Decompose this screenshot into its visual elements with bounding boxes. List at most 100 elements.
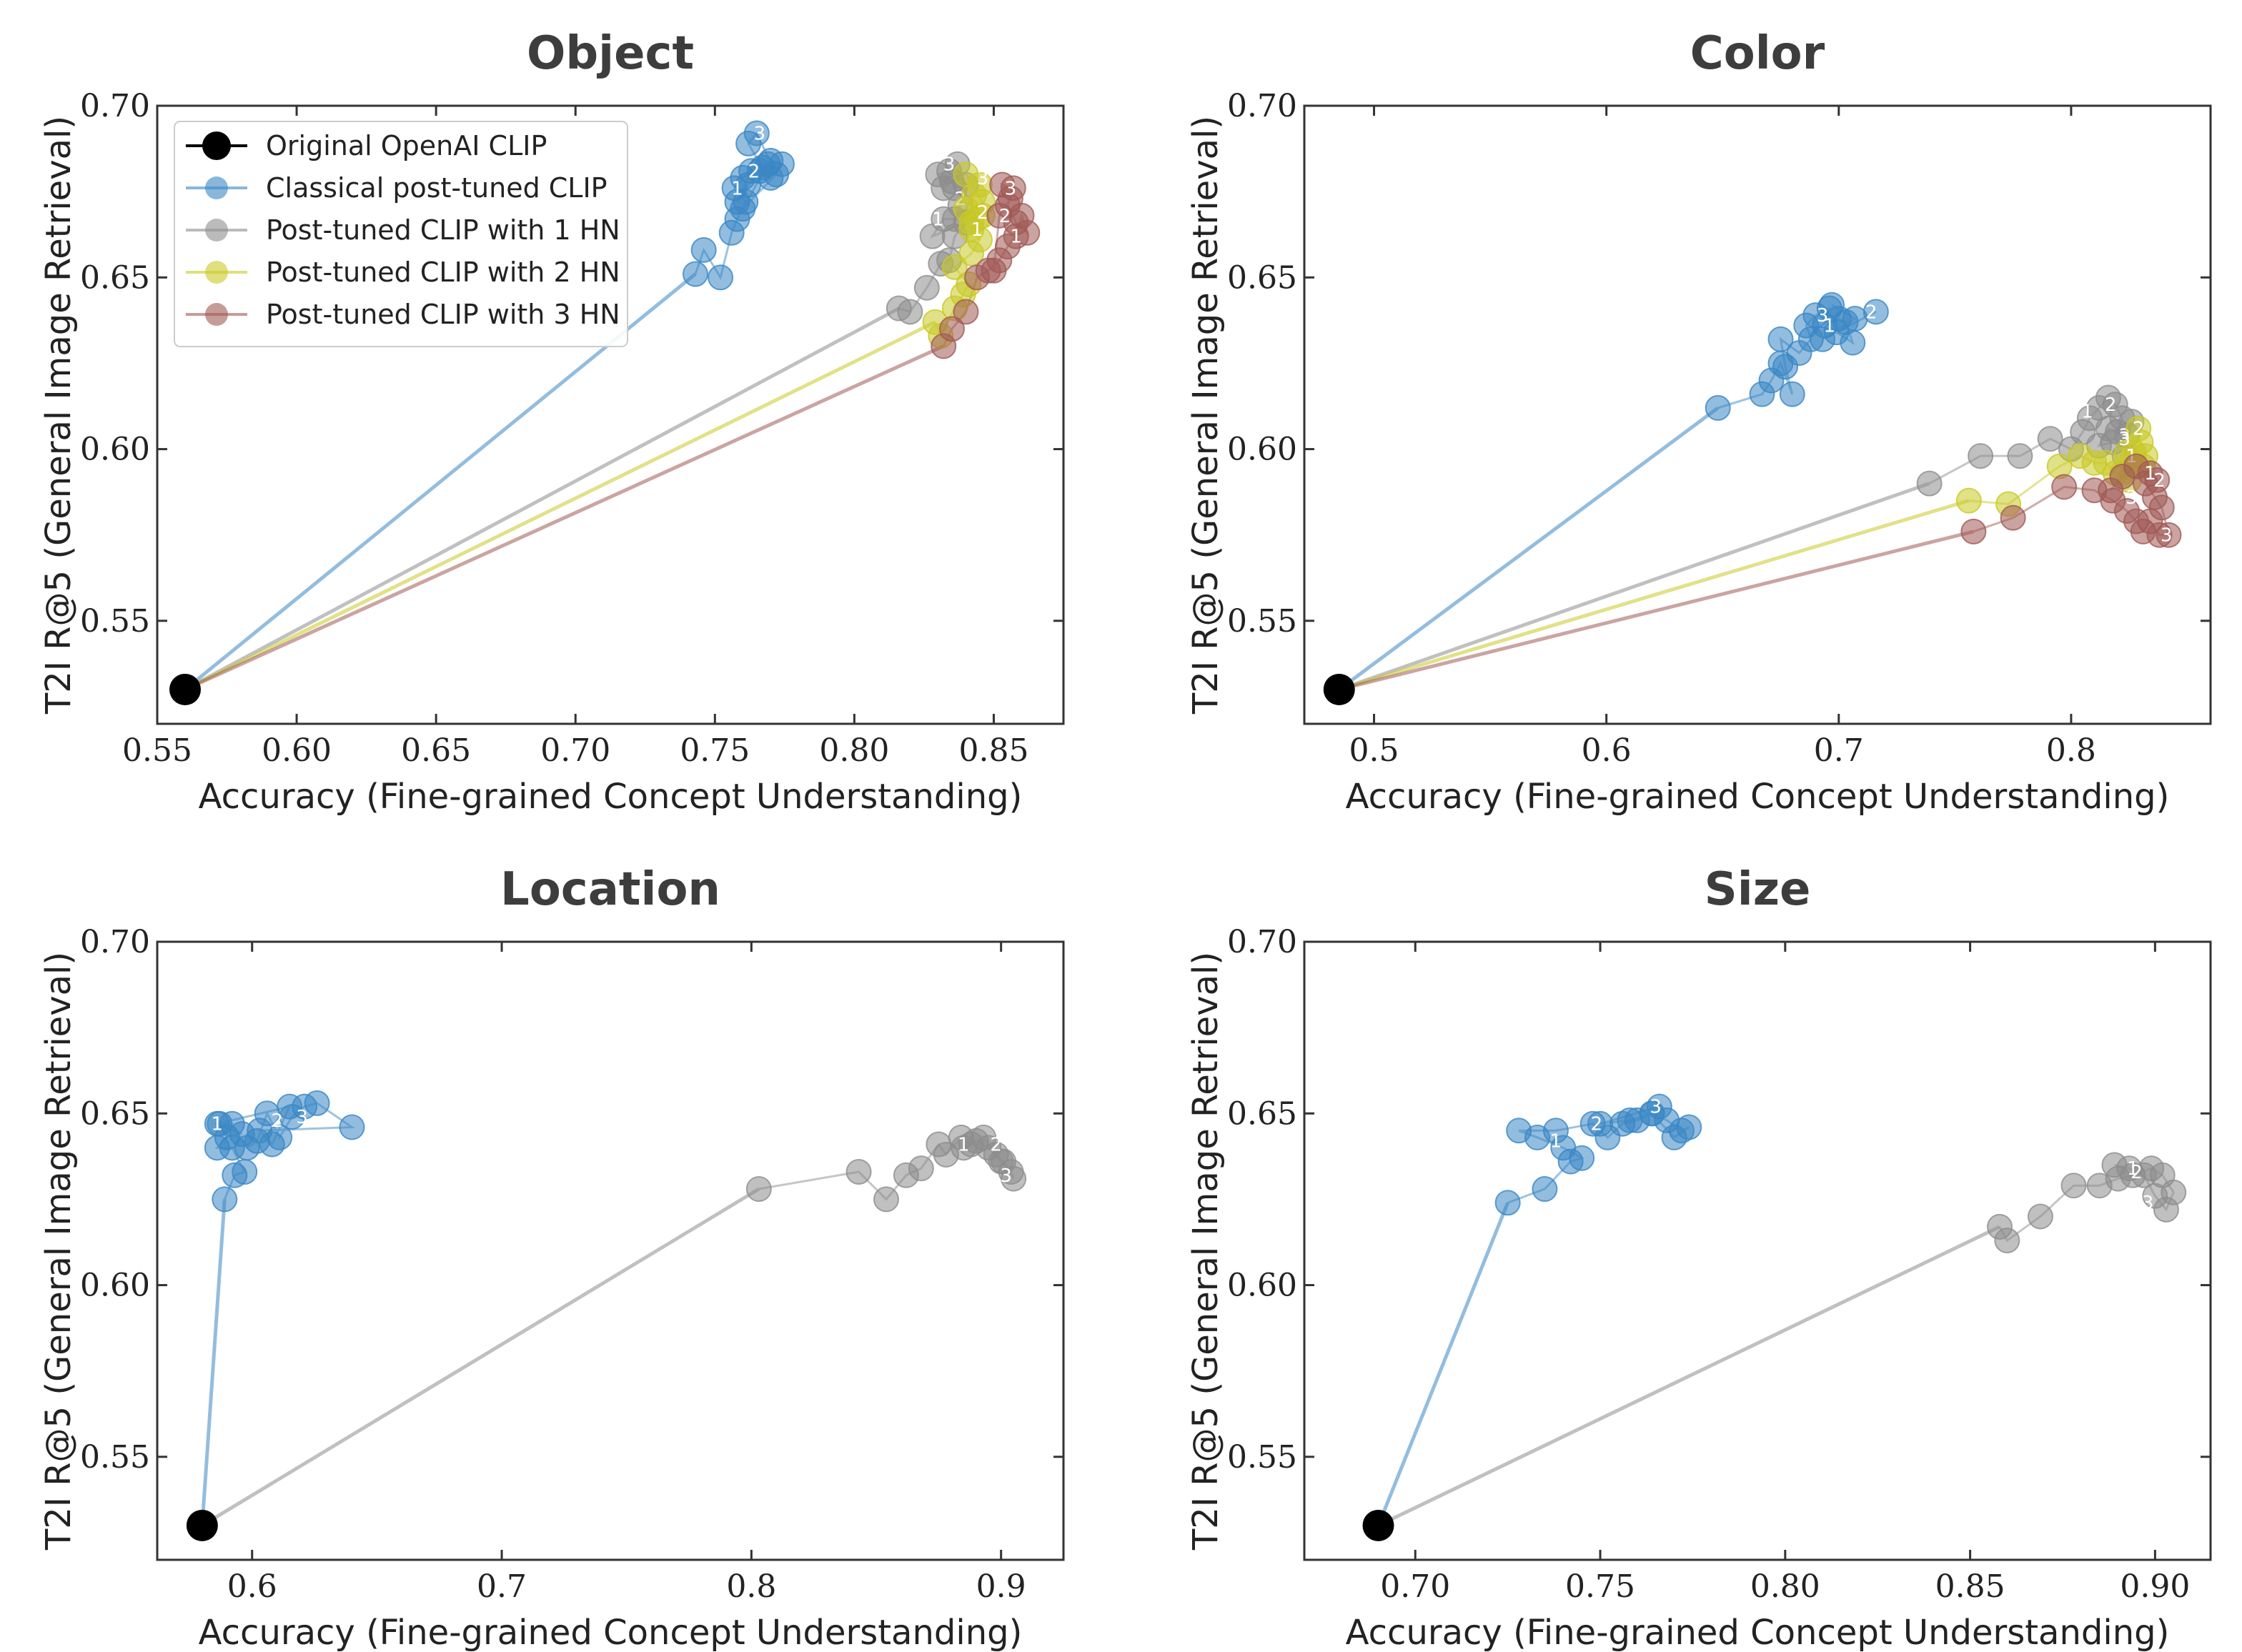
point-label: 1: [932, 209, 944, 231]
data-point: [745, 1176, 772, 1202]
point-label: 2: [1865, 302, 1878, 323]
data-point: [2007, 443, 2033, 469]
data-point: [1968, 443, 1994, 469]
data-point: [1994, 1228, 2020, 1254]
chart-panel-size: Size 0.70 0.75 0.80 0.85 0.90 0.55 0.60 0.65 0.70…: [1186, 863, 2212, 1652]
x-tick-label: 0.65: [401, 732, 471, 769]
origin-point: [1362, 1509, 1394, 1541]
data-point: [232, 1158, 258, 1185]
point-label: 2: [748, 161, 760, 182]
data-point: [969, 189, 996, 215]
point-label: 2: [2131, 1162, 2143, 1183]
plot-frame: [156, 940, 1065, 1561]
x-tick-label: 0.75: [680, 732, 750, 769]
point-label: 2: [271, 1110, 283, 1132]
data-point: [277, 1093, 303, 1120]
data-point: [1646, 1093, 1672, 1120]
data-point: [708, 264, 734, 291]
data-point: [730, 196, 756, 222]
point-label: 3: [1005, 178, 1017, 199]
point-label: 2: [2153, 470, 2166, 492]
plot-frame: [156, 104, 1065, 725]
y-tick-label: 0.70: [1227, 924, 1297, 960]
y-axis-label: T2I R@5 (General Image Retrieval): [39, 952, 79, 1551]
series-connector-line: [1377, 1225, 2001, 1528]
data-point: [2142, 1183, 2168, 1209]
data-point: [743, 120, 770, 146]
legend-label: Original OpenAI CLIP: [266, 130, 547, 161]
data-point: [204, 1110, 230, 1137]
x-tick-label: 0.90: [2120, 1568, 2190, 1605]
legend-label: Post-tuned CLIP with 1 HN: [266, 214, 620, 246]
point-label: 1: [958, 1135, 970, 1156]
y-tick-label: 0.60: [80, 432, 150, 468]
data-point: [2098, 477, 2124, 504]
y-tick-label: 0.70: [80, 88, 150, 124]
data-point: [755, 151, 781, 177]
x-tick-label: 0.80: [819, 732, 889, 769]
panel-title: Object: [527, 27, 694, 80]
point-label: 2: [1591, 1114, 1603, 1135]
series-connector-line: [184, 344, 945, 692]
point-label: 1: [2144, 463, 2156, 484]
data-point: [2144, 467, 2171, 493]
y-axis-label: T2I R@5 (General Image Retrieval): [1186, 952, 1226, 1551]
data-point: [1494, 1190, 1521, 1216]
data-point: [2027, 1203, 2053, 1230]
data-point: [913, 274, 940, 301]
data-point: [1819, 292, 1845, 318]
data-point: [1542, 1118, 1569, 1144]
data-point: [938, 316, 965, 342]
y-tick-label: 0.65: [1227, 1095, 1297, 1132]
point-label: 1: [1010, 227, 1022, 248]
x-tick-label: 0.7: [1814, 732, 1864, 769]
y-axis-label: T2I R@5 (General Image Retrieval): [39, 116, 79, 715]
y-tick-label: 0.65: [1227, 259, 1297, 296]
x-tick-label: 0.8: [726, 1568, 776, 1605]
series-3: 123: [931, 171, 1041, 359]
y-axis-label: T2I R@5 (General Image Retrieval): [1186, 116, 1226, 715]
x-axis-label: Accuracy (Fine-grained Concept Understan…: [1346, 777, 2170, 817]
data-point: [1767, 326, 1794, 352]
data-point: [1705, 394, 1731, 421]
point-label: 2: [999, 206, 1011, 227]
data-point: [1587, 1110, 1614, 1137]
plot-frame: [1303, 104, 2212, 725]
chart-panel-location: Location 0.6 0.7 0.8 0.9 0.55 0.60 0.65 0.70 Accu…: [39, 863, 1065, 1652]
legend-marker: [205, 219, 228, 242]
data-point: [229, 1121, 255, 1148]
y-tick-label: 0.55: [80, 1439, 150, 1476]
y-tick-label: 0.55: [1227, 603, 1297, 640]
origin-point: [169, 673, 202, 705]
series-1: 12 3: [1986, 1152, 2187, 1254]
data-point: [259, 1131, 285, 1158]
x-tick-label: 0.80: [1750, 1568, 1820, 1605]
data-point: [1955, 487, 1982, 514]
data-point: [1532, 1176, 1558, 1202]
data-point: [897, 299, 923, 325]
data-point: [2051, 474, 2078, 500]
x-axis-label: Accuracy (Fine-grained Concept Understan…: [199, 1613, 1023, 1652]
data-point: [2000, 504, 2026, 531]
origin-point: [186, 1509, 218, 1541]
data-point: [845, 1158, 872, 1185]
point-label: 1: [212, 1114, 224, 1135]
point-label: 1: [2127, 1158, 2139, 1180]
data-point: [212, 1186, 238, 1213]
data-point: [2060, 1173, 2087, 1199]
x-tick-label: 0.6: [1582, 732, 1632, 769]
y-tick-label: 0.70: [1227, 88, 1297, 124]
x-tick-label: 0.6: [227, 1568, 277, 1605]
legend-box: [174, 121, 628, 347]
point-label: 3: [977, 168, 989, 189]
panel-title: Size: [1705, 863, 1811, 916]
data-point: [953, 299, 979, 325]
x-tick-label: 0.8: [2046, 732, 2096, 769]
data-point: [1506, 1118, 1532, 1144]
x-tick-label: 0.85: [958, 732, 1028, 769]
x-axis-label: Accuracy (Fine-grained Concept Understan…: [199, 777, 1023, 817]
data-point: [2156, 522, 2182, 548]
x-tick-label: 0.85: [1935, 1568, 2005, 1605]
point-label: 3: [943, 154, 956, 176]
